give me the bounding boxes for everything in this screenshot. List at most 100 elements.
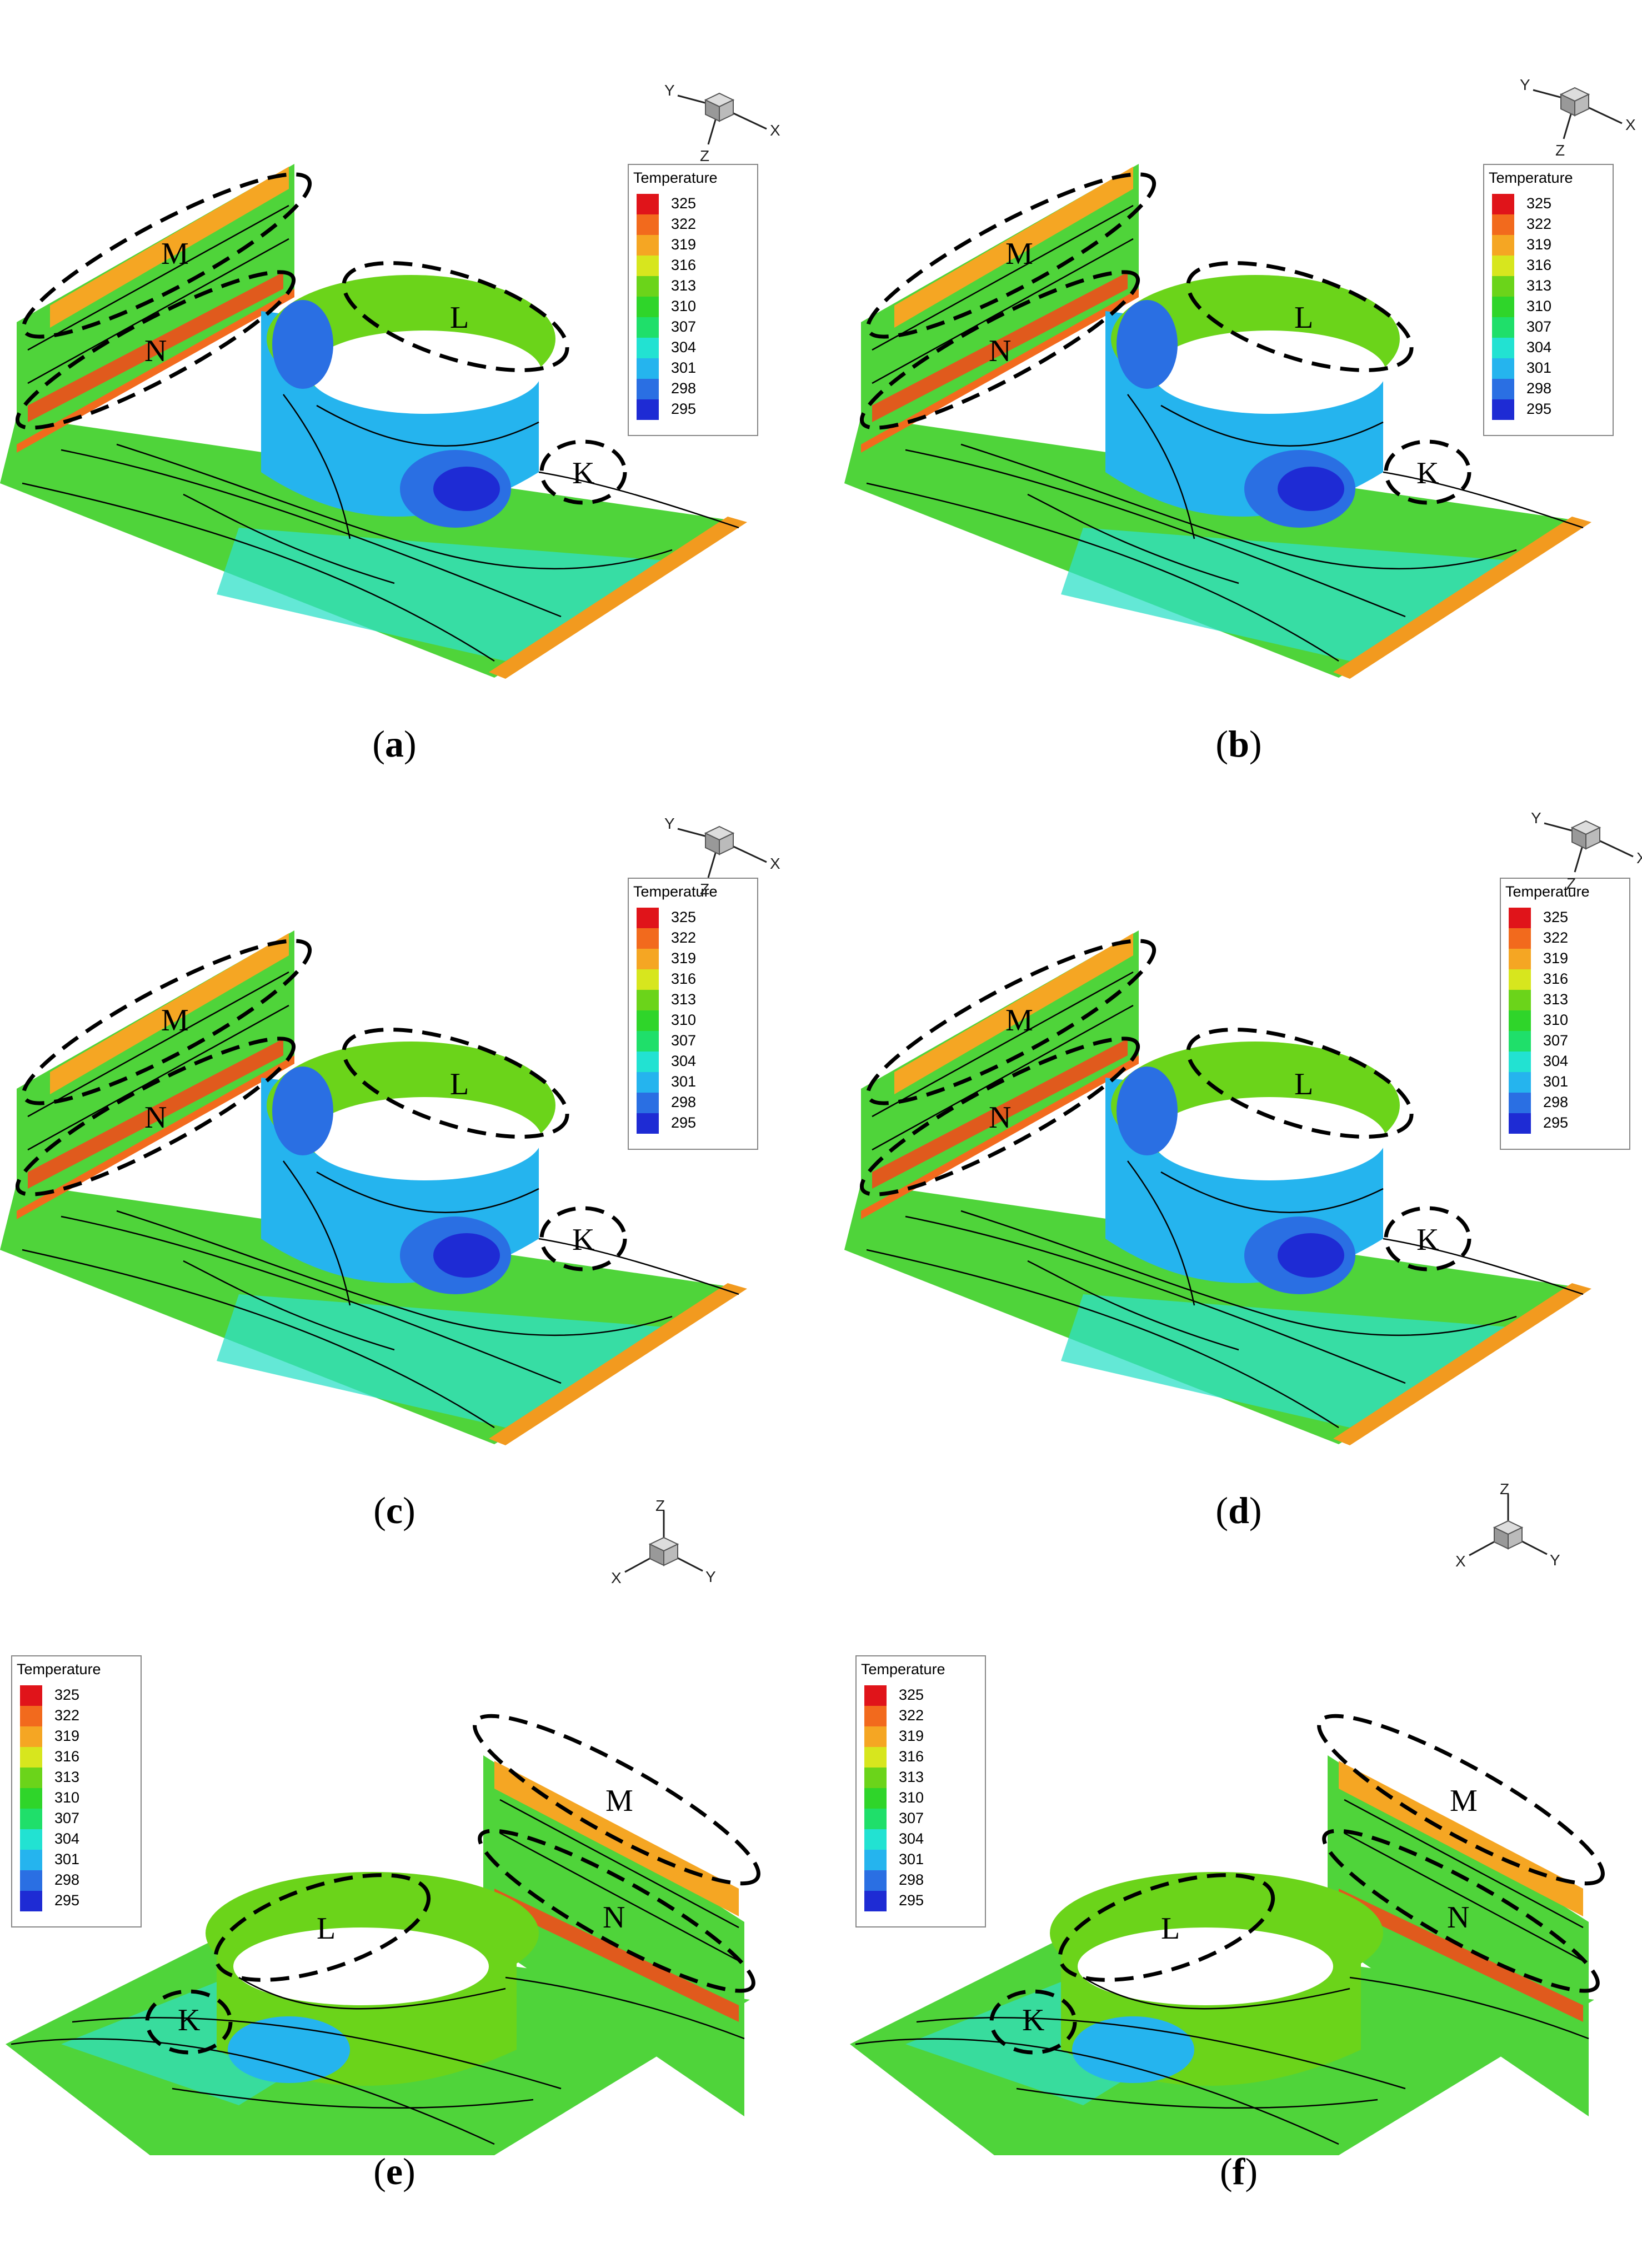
legend-level-label: 325	[899, 1686, 924, 1703]
zone-l-outline	[1058, 1873, 1275, 1982]
zone-k-label: K	[1022, 2003, 1044, 2037]
panel-e: M N L K Temperature 325 322 319 316 313 310 307…	[6, 1489, 822, 2244]
floor-hot-edge	[489, 517, 747, 679]
legend-swatch	[637, 908, 659, 928]
zone-k-label: K	[1416, 1223, 1439, 1257]
axis-triad-icon: X Y Z	[1520, 76, 1636, 159]
zone-l-outline	[342, 261, 569, 372]
legend-level-label: 313	[1526, 277, 1552, 294]
legend-level-label: 295	[671, 1114, 697, 1131]
legend-level-label: 322	[1526, 216, 1552, 232]
legend-level-label: 316	[1543, 970, 1569, 987]
cylinder-cold-core	[433, 467, 500, 511]
legend-swatch	[20, 1768, 42, 1788]
panel-caption: (e)	[6, 2150, 783, 2194]
legend-level-label: 319	[671, 236, 697, 253]
zone-k-label: K	[572, 456, 594, 490]
legend-level-label: 319	[671, 950, 697, 967]
wall-hot-band-m	[894, 167, 1133, 328]
legend-level-label: 310	[671, 298, 697, 314]
legend-level-label: 295	[899, 1892, 924, 1909]
legend-level-label: 295	[54, 1892, 80, 1909]
legend-swatch	[637, 256, 659, 276]
wall-hot-band-n	[494, 1889, 739, 2022]
zone-l-label: L	[1161, 1911, 1180, 1946]
legend-title: Temperature	[633, 883, 718, 900]
caption-close: )	[1249, 1489, 1262, 1531]
legend-swatch	[1509, 1072, 1531, 1093]
legend-level-label: 295	[671, 400, 697, 417]
legend-swatch	[637, 399, 659, 420]
axis-triad-icon: Z X Y	[1455, 1480, 1560, 1570]
cylinder-opening	[308, 331, 542, 414]
legend-swatch	[1492, 214, 1514, 235]
legend-level-label: 316	[671, 257, 697, 273]
legend-level-label: 310	[1543, 1012, 1569, 1028]
z-axis-label: Z	[655, 1497, 665, 1514]
legend-swatch	[637, 1052, 659, 1072]
panel-b: M N L K Temperature 325 322 319 316 313 310 307…	[844, 61, 1642, 817]
temperature-legend: Temperature 325 322 319 316 313 310 307 304 301 29…	[11, 1655, 142, 1927]
zone-m-outline	[865, 939, 1157, 1105]
legend-swatch	[1492, 338, 1514, 358]
legend-title: Temperature	[1489, 169, 1573, 186]
legend-level-label: 313	[671, 991, 697, 1008]
legend-level-label: 313	[54, 1769, 80, 1785]
legend-swatch	[864, 1829, 887, 1850]
cylinder-cold-left	[272, 300, 333, 389]
legend-level-label: 316	[54, 1748, 80, 1765]
legend-level-label: 310	[54, 1789, 80, 1806]
wall-hot-band-n	[872, 272, 1128, 422]
temperature-legend: Temperature 325 322 319 316 313 310 307 304 301 29…	[1483, 164, 1614, 436]
caption-open: (	[1220, 2150, 1233, 2192]
legend-title: Temperature	[1505, 883, 1590, 900]
legend-swatch	[637, 235, 659, 256]
legend-level-label: 304	[1526, 339, 1552, 356]
streamlines	[866, 204, 1584, 662]
legend-level-label: 313	[1543, 991, 1569, 1008]
wall-bottom-edge	[17, 289, 294, 453]
streamlines	[22, 971, 739, 1429]
caption-open: (	[373, 1489, 386, 1531]
legend-level-label: 307	[671, 1032, 697, 1049]
streamlines	[866, 971, 1584, 1429]
legend-level-label: 307	[54, 1810, 80, 1826]
zone-m-label: M	[1450, 1784, 1478, 1818]
legend-level-label: 298	[1526, 380, 1552, 397]
zone-m-label: M	[161, 237, 189, 271]
zone-n-label: N	[1447, 1900, 1469, 1935]
zone-k-outline	[1384, 439, 1471, 505]
cylinder-cold-spot	[1072, 2016, 1194, 2083]
wall-hot-band-n	[28, 272, 283, 422]
caption-close: )	[403, 2150, 415, 2192]
zone-k-label: K	[1416, 456, 1439, 490]
legend-level-label: 304	[1543, 1053, 1569, 1069]
legend-level-label: 295	[1526, 400, 1552, 417]
legend-swatch	[1492, 379, 1514, 399]
legend-level-label: 307	[671, 318, 697, 335]
legend-level-label: 298	[671, 380, 697, 397]
zone-n-outline	[859, 270, 1140, 430]
legend-swatch	[864, 1747, 887, 1768]
panel-a: M N L K Temperature 325 322 319 316 313 310 307…	[0, 61, 822, 817]
legend-level-label: 301	[1526, 359, 1552, 376]
legend-level-label: 304	[671, 339, 697, 356]
contour-scene: M N L K	[844, 164, 1591, 679]
x-axis-label: X	[770, 855, 780, 872]
legend-swatch	[637, 1010, 659, 1031]
legend-swatch	[1492, 235, 1514, 256]
legend-swatch	[20, 1829, 42, 1850]
legend-level-label: 304	[671, 1053, 697, 1069]
legend-level-label: 298	[54, 1871, 80, 1888]
caption-close: )	[403, 1489, 415, 1531]
legend-swatch	[637, 358, 659, 379]
legend-title: Temperature	[17, 1661, 101, 1678]
legend-swatch	[1509, 1031, 1531, 1052]
wall-hot-band-n	[28, 1039, 283, 1189]
legend-swatch	[20, 1870, 42, 1891]
legend-swatch	[864, 1850, 887, 1870]
wall-hot-band-n	[872, 1039, 1128, 1189]
zone-n-outline	[15, 1037, 296, 1196]
legend-swatch	[864, 1685, 887, 1706]
caption-letter: c	[386, 1489, 403, 1531]
